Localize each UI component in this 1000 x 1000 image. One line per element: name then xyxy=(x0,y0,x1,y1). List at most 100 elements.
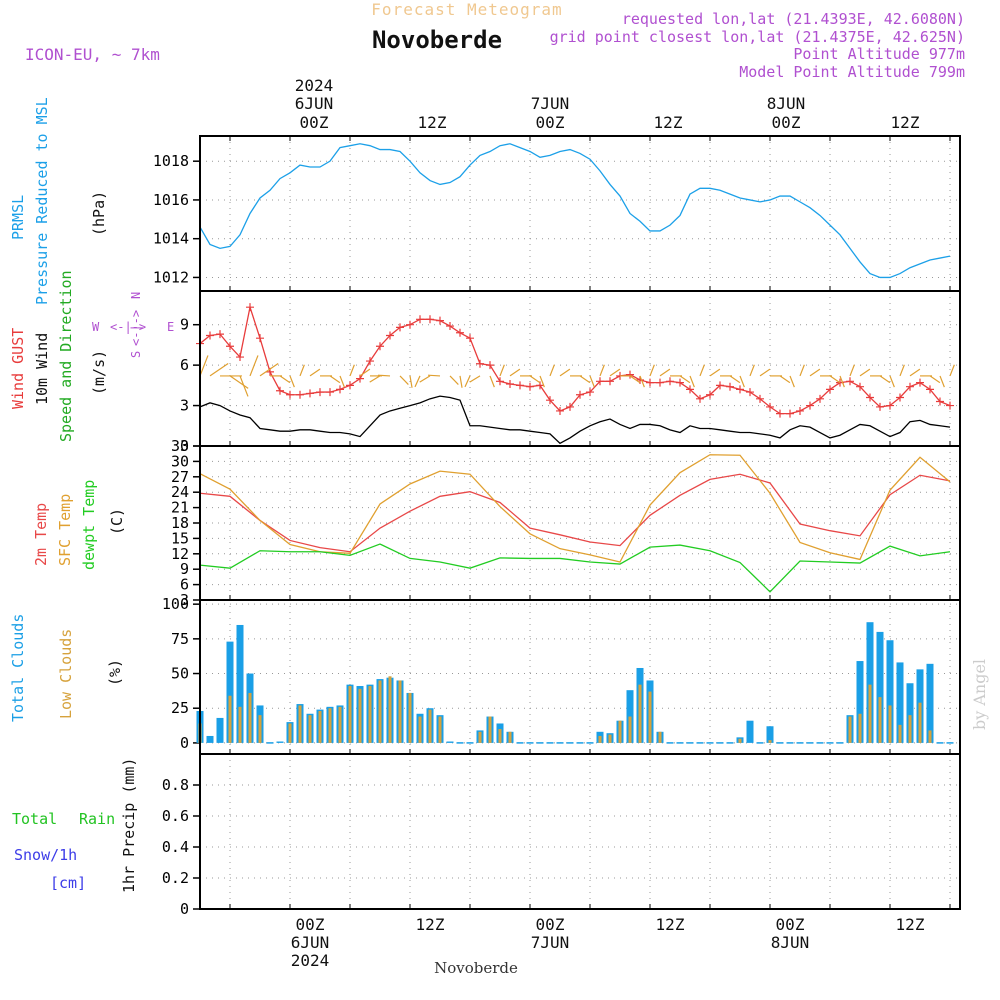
watermark: by Angel xyxy=(970,659,989,730)
wind-direction-arrow xyxy=(889,375,895,388)
low-cloud-bar xyxy=(908,715,912,743)
wind-direction-arrow xyxy=(229,375,249,389)
wind-direction-arrow xyxy=(299,364,305,377)
low-cloud-bar xyxy=(438,716,442,743)
y-tick-label: 0 xyxy=(180,437,189,455)
wind-direction-arrow xyxy=(549,364,555,377)
y-tick-label: 9 xyxy=(180,316,189,334)
compass-east: E xyxy=(167,320,174,334)
low-cloud-bar xyxy=(918,702,922,743)
bottom-hour-label: 00Z xyxy=(536,915,565,934)
wind-direction-arrow xyxy=(309,368,321,377)
top-year-label: 2024 xyxy=(295,76,334,95)
wind-gust-marker xyxy=(576,390,584,399)
wind-label: 10m Wind xyxy=(33,333,51,405)
low-cloud-bar xyxy=(888,705,892,743)
panel-frame xyxy=(199,290,961,447)
wind-direction-arrow xyxy=(509,368,521,377)
wind-direction-arrow xyxy=(629,375,641,384)
bottom-hour-label: 12Z xyxy=(416,915,445,934)
wind-gust-marker xyxy=(726,382,734,391)
y-tick-label: 6 xyxy=(180,356,189,374)
bottom-hour-label: 00Z xyxy=(776,915,805,934)
y-tick-label: 1012 xyxy=(153,268,189,286)
low-cloud-bar xyxy=(238,706,242,743)
y-tick-label: 33 xyxy=(171,437,189,455)
low-cloud-bar xyxy=(768,740,772,743)
low-cloud-bar xyxy=(478,731,482,743)
wind-direction-label: Speed and Direction xyxy=(57,270,75,442)
y-tick-label: 0.2 xyxy=(162,869,189,887)
wind-gust-marker xyxy=(496,377,504,386)
wind-direction-arrow xyxy=(859,368,871,377)
total-cloud-bar xyxy=(226,641,234,743)
total-cloud-bar xyxy=(906,683,914,743)
wind-direction-arrow xyxy=(599,364,605,377)
low-cloud-bar xyxy=(848,716,852,743)
wind-gust-marker xyxy=(326,388,334,397)
wind-gust-marker xyxy=(716,381,724,390)
wind-gust-marker xyxy=(646,378,654,387)
wind-direction-arrow xyxy=(449,375,459,385)
wind-direction-arrow xyxy=(539,375,545,388)
wind-gust-marker xyxy=(466,334,474,343)
total-cloud-bar xyxy=(276,741,284,743)
wind-gust-marker xyxy=(256,334,264,343)
panel-frame xyxy=(199,135,961,292)
sfc-label: SFC Temp xyxy=(56,494,74,566)
wind-direction-arrow xyxy=(949,364,955,377)
wind-gust-marker xyxy=(416,315,424,324)
wind-direction-arrow xyxy=(259,362,279,377)
bottom-hour-label: 12Z xyxy=(896,915,925,934)
wind-direction-arrow xyxy=(799,364,805,377)
point-altitude: Point Altitude 977m xyxy=(793,45,965,63)
wind-gust-marker xyxy=(366,357,374,366)
wind-gust-marker xyxy=(686,385,694,394)
y-tick-label: 15 xyxy=(171,529,189,547)
low-cloud-bar xyxy=(368,686,372,743)
wind-gust-marker xyxy=(876,402,884,411)
wind-direction-arrow xyxy=(377,374,391,377)
top-hour-label: 12Z xyxy=(654,113,683,132)
y-tick-label: 0.4 xyxy=(162,838,189,856)
wind-gust-marker xyxy=(376,342,384,351)
wind-direction-arrow xyxy=(779,375,791,384)
low-cloud-bar xyxy=(628,716,632,743)
wind-gust-marker xyxy=(806,401,814,410)
wind-gust-marker xyxy=(896,393,904,402)
low-cloud-bar xyxy=(358,688,362,743)
y-tick-label: 18 xyxy=(171,514,189,532)
wind-gust-marker xyxy=(546,396,554,405)
top-hour-label: 12Z xyxy=(891,113,920,132)
low-cloud-bar xyxy=(248,692,252,743)
y-tick-label: 1014 xyxy=(153,230,189,248)
low-cloud-bar xyxy=(868,684,872,743)
wind-direction-arrow xyxy=(369,375,381,383)
wind-gust-marker xyxy=(246,303,254,312)
y-tick-label: 12 xyxy=(171,545,189,563)
location-title: Novoberde xyxy=(372,26,502,54)
wind-gust-marker xyxy=(516,381,524,390)
y-tick-label: 21 xyxy=(171,499,189,517)
wind-gust-marker xyxy=(356,374,364,383)
low-cloud-bar xyxy=(328,708,332,743)
y-tick-label: 1016 xyxy=(153,191,189,209)
total-cloud-bar xyxy=(876,631,884,743)
y-tick-label: 9 xyxy=(180,560,189,578)
top-hour-label: 12Z xyxy=(418,113,447,132)
wind-direction-arrow xyxy=(499,364,505,377)
y-tick-label: 3 xyxy=(180,397,189,415)
wind-direction-arrow xyxy=(699,364,705,377)
bottom-hour-label: 00Z xyxy=(296,915,325,934)
wind-gust-marker xyxy=(446,322,454,331)
wind-direction-arrow xyxy=(289,375,295,388)
rain-label: Rain xyxy=(79,810,115,828)
top-hour-label: 00Z xyxy=(772,113,801,132)
total-cloud-bar xyxy=(926,663,934,743)
low-cloud-bar xyxy=(738,738,742,743)
wind-gust-marker xyxy=(676,378,684,387)
low-cloud-bar xyxy=(298,705,302,743)
bottom-year-label: 2024 xyxy=(291,951,330,970)
wind-gust-marker xyxy=(666,377,674,386)
low-cloud-bar xyxy=(398,680,402,743)
